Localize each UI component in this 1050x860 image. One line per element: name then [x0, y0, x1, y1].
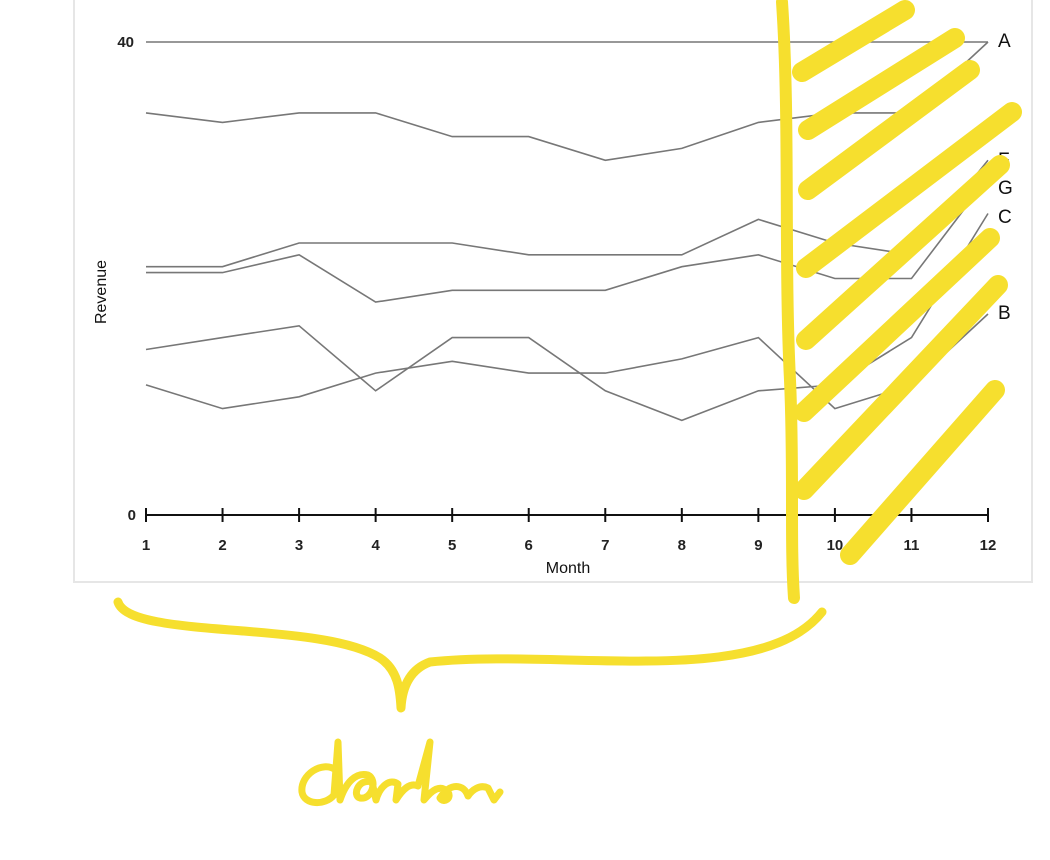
highlighter-hatch-4	[796, 102, 1022, 278]
x-tick-label: 12	[980, 537, 997, 554]
x-tick-label: 10	[827, 537, 844, 554]
series-label-g: G	[998, 178, 1013, 199]
x-tick-label: 9	[754, 537, 762, 554]
y-tick-label: 0	[128, 507, 136, 524]
highlighter-hatch-7	[794, 275, 1008, 500]
series-label-c: C	[998, 207, 1012, 228]
x-tick-label: 7	[601, 537, 609, 554]
x-tick-label: 3	[295, 537, 303, 554]
y-axis-title: Revenue	[93, 260, 110, 324]
x-axis: 1 2 3 4 5 6 7 8 9 10 11 12	[142, 508, 997, 554]
x-tick-label: 8	[678, 537, 686, 554]
highlighter-annotation	[113, 0, 1022, 806]
highlighter-hatch-3	[798, 60, 980, 200]
y-axis: 0 40	[117, 34, 136, 524]
x-axis-title: Month	[546, 560, 590, 577]
series-line-g	[146, 177, 989, 303]
highlighter-hatch-1	[792, 0, 915, 82]
series-label-b: B	[998, 303, 1011, 324]
x-tick-label: 2	[218, 537, 226, 554]
x-tick-label: 11	[904, 537, 920, 554]
highlighter-vertical-stroke	[776, 0, 800, 604]
x-tick-label: 1	[142, 537, 150, 554]
highlighter-hatch-5	[796, 155, 1010, 350]
y-tick-label: 40	[117, 34, 134, 51]
x-tick-label: 6	[525, 537, 533, 554]
x-tick-label: 4	[371, 537, 380, 554]
highlighter-hatch-6	[794, 228, 1000, 422]
highlighter-hatch-2	[798, 28, 965, 140]
series-line-b	[145, 313, 989, 410]
x-tick-label: 5	[448, 537, 456, 554]
highlighter-hatch-8	[840, 380, 1005, 565]
handwritten-word-darker	[298, 738, 504, 806]
series-label-a: A	[998, 31, 1011, 52]
curly-brace	[113, 597, 827, 713]
